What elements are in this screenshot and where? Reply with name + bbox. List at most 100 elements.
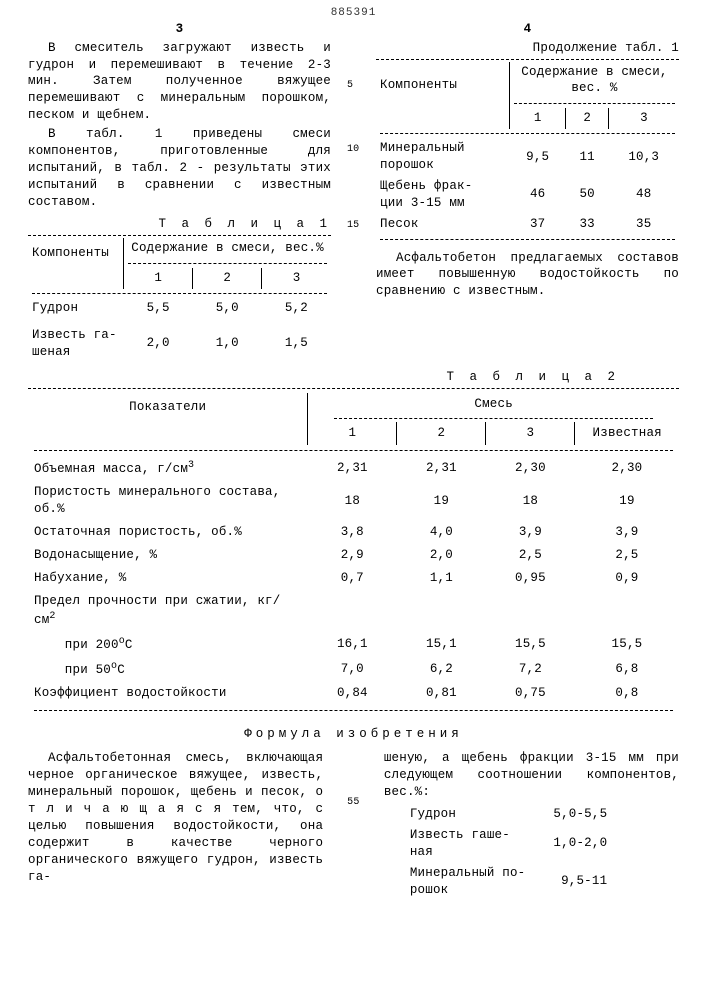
- th-c3: 3: [608, 108, 679, 129]
- note: Асфальтобетон предлагаемых составов имее…: [376, 250, 679, 301]
- cell: Минеральный по- рошок: [386, 864, 532, 900]
- th-c1: 1: [124, 268, 193, 289]
- cell: Набухание, %: [28, 567, 308, 590]
- cell: 2,31: [308, 456, 397, 481]
- cell: 1,0-2,0: [533, 826, 613, 862]
- cell: 5,5: [124, 298, 193, 319]
- table-row: Водонасыщение, %2,92,02,52,5: [28, 544, 679, 567]
- cell: Предел прочности при сжатии, кг/см2: [28, 590, 308, 632]
- table-row: Щебень фрак- ции 3-15 мм 46 50 48: [376, 176, 679, 214]
- cell: 1,5: [262, 325, 331, 363]
- cell: 2,0: [124, 325, 193, 363]
- cell: 7,0: [308, 657, 397, 682]
- cell: при 200оС: [28, 632, 308, 657]
- table-row: Пористость минерального состава, об.%181…: [28, 481, 679, 521]
- cell: 0,8: [575, 682, 679, 705]
- cell: Щебень фрак- ции 3-15 мм: [376, 176, 509, 214]
- list-item: Минеральный по- рошок9,5-11: [386, 864, 613, 900]
- claim-right: шеную, а щебень фракции 3-15 мм при след…: [384, 750, 679, 801]
- th-c2: 2: [566, 108, 609, 129]
- claim-left: Асфальтобетонная смесь, включающая черно…: [28, 750, 323, 885]
- th-mix: Смесь: [308, 393, 679, 416]
- th-content: Содержание в смеси, вес.%: [124, 238, 331, 259]
- cell: 48: [608, 176, 679, 214]
- right-column: 4 Продолжение табл. 1 Компоненты Содержа…: [376, 21, 679, 363]
- cell: 18: [308, 481, 397, 521]
- cell: 33: [566, 214, 609, 235]
- line-num: 15: [347, 219, 365, 233]
- cell: 15,1: [397, 632, 486, 657]
- cell: 46: [509, 176, 566, 214]
- table-row: Гудрон 5,5 5,0 5,2: [28, 298, 331, 319]
- claims-section: Асфальтобетонная смесь, включающая черно…: [28, 748, 679, 901]
- cell: Коэффициент водостойкости: [28, 682, 308, 705]
- cell: 16,1: [308, 632, 397, 657]
- cell: [575, 590, 679, 632]
- cell: 3,8: [308, 521, 397, 544]
- claim-component-list: Гудрон5,0-5,5 Известь гаше- ная1,0-2,0Мин…: [384, 803, 615, 901]
- cell: 0,9: [575, 567, 679, 590]
- cell: 7,2: [486, 657, 575, 682]
- table-row: Минеральный порошок 9,5 11 10,3: [376, 138, 679, 176]
- cell: 15,5: [575, 632, 679, 657]
- cell: 0,75: [486, 682, 575, 705]
- cell: Пористость минерального состава, об.%: [28, 481, 308, 521]
- col-num-left: 3: [28, 21, 331, 38]
- cell: [397, 590, 486, 632]
- para-1: В смеситель загружают известь и гудрон и…: [28, 40, 331, 124]
- cell: 3,9: [486, 521, 575, 544]
- cell: 37: [509, 214, 566, 235]
- cell: 1,0: [193, 325, 262, 363]
- cell: 3,9: [575, 521, 679, 544]
- cell: 6,2: [397, 657, 486, 682]
- table-row: Набухание, %0,71,10,950,9: [28, 567, 679, 590]
- cell: 19: [575, 481, 679, 521]
- th-components: Компоненты: [28, 238, 124, 268]
- table1-caption: Т а б л и ц а 1: [28, 216, 331, 233]
- th-c1: 1: [308, 422, 397, 445]
- list-item: Гудрон5,0-5,5: [386, 805, 613, 824]
- cell: 0,95: [486, 567, 575, 590]
- cell: при 50оС: [28, 657, 308, 682]
- cell: 2,5: [575, 544, 679, 567]
- th-content: Содержание в смеси, вес. %: [509, 62, 679, 100]
- cell: 9,5-11: [533, 864, 613, 900]
- cell: 10,3: [608, 138, 679, 176]
- table-row: Объемная масса, г/см32,312,312,302,30: [28, 456, 679, 481]
- th-c3: 3: [486, 422, 575, 445]
- cell: Известь гаше- ная: [386, 826, 532, 862]
- cell: 0,81: [397, 682, 486, 705]
- th-c4: Известная: [575, 422, 679, 445]
- cell: 18: [486, 481, 575, 521]
- cell: 2,31: [397, 456, 486, 481]
- table-row: Остаточная пористость, об.%3,84,03,93,9: [28, 521, 679, 544]
- table-row: при 200оС16,115,115,515,5: [28, 632, 679, 657]
- cell: 4,0: [397, 521, 486, 544]
- th-indicators: Показатели: [28, 393, 308, 423]
- cell: 2,9: [308, 544, 397, 567]
- th-c2: 2: [397, 422, 486, 445]
- th-c1: 1: [509, 108, 566, 129]
- cell: 11: [566, 138, 609, 176]
- cell: [486, 590, 575, 632]
- cell: 0,84: [308, 682, 397, 705]
- line-num: 10: [347, 143, 365, 157]
- rule: [28, 235, 331, 236]
- cell: Известь га- шеная: [28, 325, 124, 363]
- th-c3: 3: [262, 268, 331, 289]
- cell: 2,0: [397, 544, 486, 567]
- cell: 15,5: [486, 632, 575, 657]
- col-num-right: 4: [376, 21, 679, 38]
- table-row: Предел прочности при сжатии, кг/см2: [28, 590, 679, 632]
- para-2: В табл. 1 приведены смеси компонентов, п…: [28, 126, 331, 210]
- list-item: Известь гаше- ная1,0-2,0: [386, 826, 613, 862]
- cell: 50: [566, 176, 609, 214]
- cell: Гудрон: [386, 805, 532, 824]
- cell: Водонасыщение, %: [28, 544, 308, 567]
- table-row: Коэффициент водостойкости0,840,810,750,8: [28, 682, 679, 705]
- cell: 6,8: [575, 657, 679, 682]
- th-c2: 2: [193, 268, 262, 289]
- table2-caption: Т а б л и ц а 2: [28, 369, 619, 386]
- cell: Минеральный порошок: [376, 138, 509, 176]
- claims-title: Формула изобретения: [28, 726, 679, 743]
